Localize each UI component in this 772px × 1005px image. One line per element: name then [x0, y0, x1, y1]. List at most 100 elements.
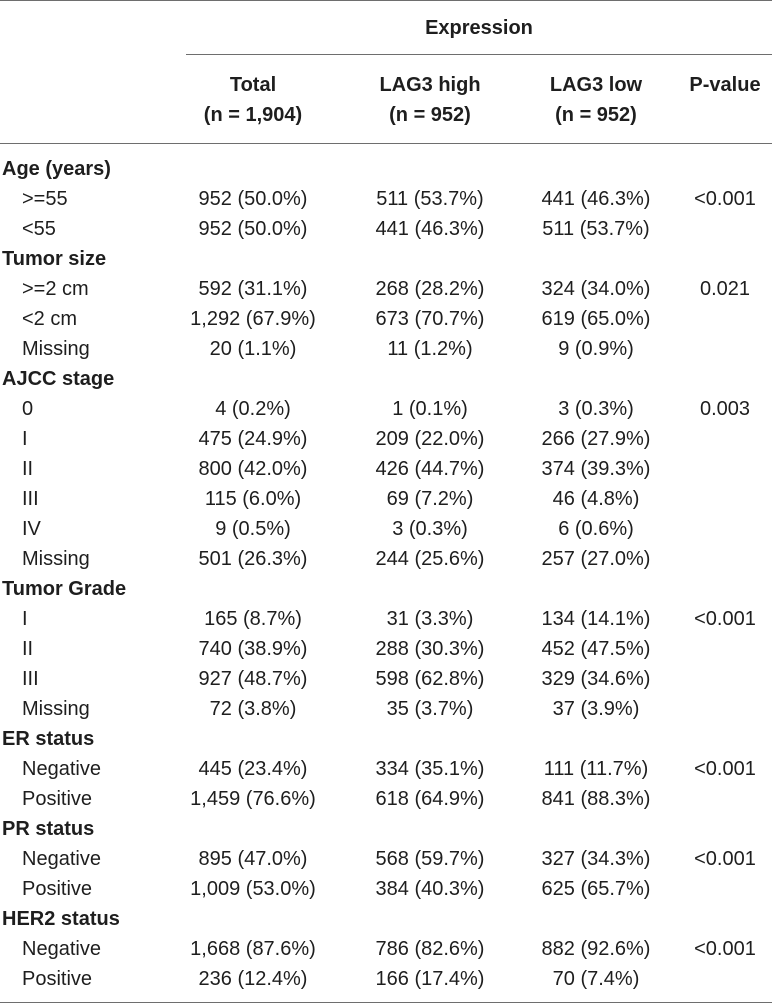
- table-row: Missing 72 (3.8%) 35 (3.7%) 37 (3.9%): [0, 694, 772, 724]
- cell-lag3-high: 11 (1.2%): [387, 338, 473, 360]
- cell-total: 445 (23.4%): [198, 758, 308, 780]
- table-row: <55 952 (50.0%) 441 (46.3%) 511 (53.7%): [0, 214, 772, 244]
- section-label: Age (years): [2, 158, 111, 180]
- table-row: I 165 (8.7%) 31 (3.3%) 134 (14.1%) <0.001: [0, 604, 772, 634]
- row-label: 0: [22, 398, 34, 420]
- section-header-row: Age (years): [0, 154, 772, 184]
- cell-lag3-low: 134 (14.1%): [541, 608, 651, 630]
- row-label: >=2 cm: [22, 278, 89, 300]
- section-header-row: PR status: [0, 814, 772, 844]
- section-label: Tumor size: [2, 248, 107, 270]
- cell-lag3-high: 288 (30.3%): [375, 638, 485, 660]
- table-row: Missing 501 (26.3%) 244 (25.6%) 257 (27.0%): [0, 544, 772, 574]
- cell-total: 475 (24.9%): [198, 428, 308, 450]
- cell-total: 800 (42.0%): [198, 458, 308, 480]
- expression-header: Expression: [425, 17, 533, 39]
- cell-lag3-high: 35 (3.7%): [386, 698, 474, 720]
- cell-total: 927 (48.7%): [198, 668, 308, 690]
- column-header-p-value: P-value: [678, 70, 772, 100]
- table-body: Age (years) >=55 952 (50.0%) 511 (53.7%) 441…: [0, 154, 772, 994]
- cell-lag3-low: 266 (27.9%): [541, 428, 651, 450]
- cell-total: 4 (0.2%): [215, 398, 291, 420]
- cell-lag3-high: 1 (0.1%): [392, 398, 468, 420]
- cell-lag3-low: 70 (7.4%): [552, 968, 640, 990]
- cell-lag3-high: 786 (82.6%): [375, 938, 485, 960]
- row-label: II: [22, 638, 34, 660]
- table-row: Negative 1,668 (87.6%) 786 (82.6%) 882 (92.…: [0, 934, 772, 964]
- column-header-total-line2: (n = 1,904): [203, 104, 303, 126]
- table-row: Positive 1,459 (76.6%) 618 (64.9%) 841 (88.…: [0, 784, 772, 814]
- cell-total: 115 (6.0%): [204, 488, 302, 510]
- column-header-total: Total (n = 1,904): [186, 70, 320, 130]
- top-rule: [0, 0, 772, 1]
- cell-lag3-high: 568 (59.7%): [375, 848, 485, 870]
- cell-lag3-low: 511 (53.7%): [542, 218, 650, 240]
- cell-lag3-low: 441 (46.3%): [541, 188, 651, 210]
- section-label: Tumor Grade: [2, 578, 127, 600]
- section-header-row: AJCC stage: [0, 364, 772, 394]
- row-label: I: [22, 608, 28, 630]
- table-row: II 740 (38.9%) 288 (30.3%) 452 (47.5%): [0, 634, 772, 664]
- row-label: Positive: [22, 968, 93, 990]
- row-label: Negative: [22, 938, 101, 960]
- cell-lag3-low: 625 (65.7%): [541, 878, 651, 900]
- cell-lag3-high: 244 (25.6%): [375, 548, 485, 570]
- cell-lag3-low: 841 (88.3%): [541, 788, 651, 810]
- section-label: AJCC stage: [2, 368, 115, 390]
- table-row: III 927 (48.7%) 598 (62.8%) 329 (34.6%): [0, 664, 772, 694]
- column-header-lag3-low-line2: (n = 952): [555, 104, 637, 126]
- section-header-row: Tumor size: [0, 244, 772, 274]
- cell-lag3-high: 618 (64.9%): [375, 788, 485, 810]
- section-label: ER status: [2, 728, 95, 750]
- cell-p-value: 0.003: [699, 398, 751, 420]
- cell-lag3-low: 46 (4.8%): [552, 488, 640, 510]
- bottom-rule: [0, 1002, 772, 1003]
- cell-lag3-low: 111 (11.7%): [543, 758, 649, 780]
- cell-lag3-high: 31 (3.3%): [386, 608, 474, 630]
- cell-lag3-high: 426 (44.7%): [375, 458, 485, 480]
- table-row: Missing 20 (1.1%) 11 (1.2%) 9 (0.9%): [0, 334, 772, 364]
- cell-lag3-low: 452 (47.5%): [541, 638, 651, 660]
- cell-lag3-low: 374 (39.3%): [541, 458, 651, 480]
- cell-p-value: <0.001: [694, 758, 756, 780]
- row-label: Missing: [22, 548, 90, 570]
- row-label: IV: [22, 518, 41, 540]
- cell-total: 740 (38.9%): [198, 638, 308, 660]
- cell-lag3-high: 511 (53.7%): [376, 188, 484, 210]
- cell-lag3-low: 329 (34.6%): [541, 668, 651, 690]
- cell-lag3-low: 327 (34.3%): [541, 848, 651, 870]
- row-label: >=55: [22, 188, 68, 210]
- row-label: Positive: [22, 878, 93, 900]
- cell-lag3-low: 9 (0.9%): [558, 338, 634, 360]
- expression-underline: [186, 54, 772, 55]
- section-header-row: Tumor Grade: [0, 574, 772, 604]
- cell-lag3-low: 257 (27.0%): [541, 548, 651, 570]
- cell-total: 9 (0.5%): [215, 518, 291, 540]
- table-row: Positive 236 (12.4%) 166 (17.4%) 70 (7.4%): [0, 964, 772, 994]
- section-label: PR status: [2, 818, 95, 840]
- row-label: II: [22, 458, 34, 480]
- cell-total: 1,292 (67.9%): [190, 308, 316, 330]
- row-label: III: [22, 668, 39, 690]
- row-label: Negative: [22, 758, 101, 780]
- cell-total: 952 (50.0%): [198, 188, 308, 210]
- cell-p-value: <0.001: [694, 848, 756, 870]
- cell-p-value: 0.021: [699, 278, 751, 300]
- cell-lag3-high: 673 (70.7%): [375, 308, 485, 330]
- table-row: II 800 (42.0%) 426 (44.7%) 374 (39.3%): [0, 454, 772, 484]
- table-row: IV 9 (0.5%) 3 (0.3%) 6 (0.6%): [0, 514, 772, 544]
- cell-lag3-low: 619 (65.0%): [541, 308, 651, 330]
- cell-lag3-low: 324 (34.0%): [541, 278, 651, 300]
- cell-lag3-high: 441 (46.3%): [375, 218, 485, 240]
- column-header-p-value-line1: P-value: [689, 74, 761, 96]
- table-row: Negative 895 (47.0%) 568 (59.7%) 327 (34.3%…: [0, 844, 772, 874]
- cell-total: 501 (26.3%): [198, 548, 308, 570]
- cell-total: 592 (31.1%): [198, 278, 308, 300]
- cell-lag3-high: 384 (40.3%): [375, 878, 485, 900]
- table-row: <2 cm 1,292 (67.9%) 673 (70.7%) 619 (65.0%): [0, 304, 772, 334]
- table-row: >=2 cm 592 (31.1%) 268 (28.2%) 324 (34.0%) 0…: [0, 274, 772, 304]
- cell-total: 895 (47.0%): [198, 848, 308, 870]
- cell-lag3-low: 3 (0.3%): [558, 398, 634, 420]
- column-header-lag3-low: LAG3 low (n = 952): [514, 70, 678, 130]
